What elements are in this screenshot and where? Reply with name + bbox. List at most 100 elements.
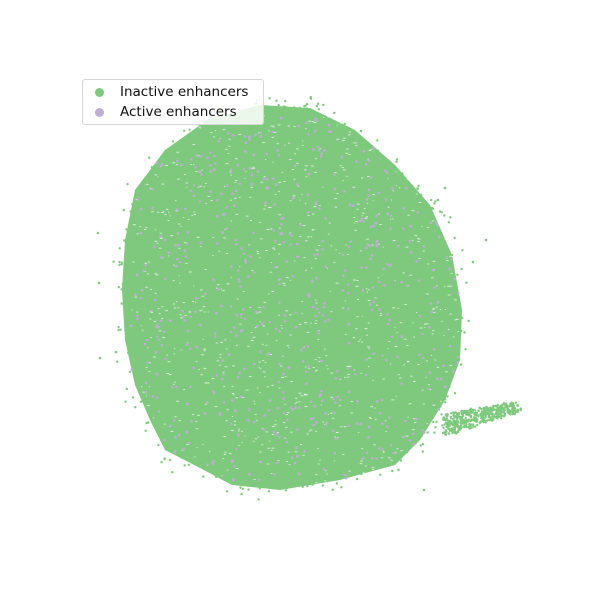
data-point [294, 388, 296, 390]
texture-speckle [346, 176, 348, 177]
data-point [222, 356, 224, 358]
data-point [393, 169, 395, 171]
data-point [288, 258, 290, 260]
texture-speckle [359, 339, 361, 340]
data-point [452, 414, 454, 416]
data-point [158, 422, 160, 424]
texture-speckle [270, 354, 272, 355]
data-point [378, 372, 380, 374]
data-point [172, 148, 174, 150]
data-point [189, 413, 191, 415]
data-point [380, 271, 382, 273]
texture-speckle [330, 397, 333, 398]
texture-speckle [189, 272, 192, 273]
data-point [378, 466, 380, 468]
data-point [351, 388, 353, 390]
data-point [408, 351, 410, 353]
data-point [257, 170, 260, 173]
data-point [405, 428, 407, 430]
data-point [205, 390, 207, 392]
data-point [300, 374, 302, 376]
texture-speckle [365, 328, 368, 329]
data-point [236, 390, 238, 392]
data-point [269, 344, 271, 346]
data-point [360, 329, 362, 331]
data-point [273, 348, 275, 350]
data-point [285, 302, 287, 304]
data-point [356, 465, 358, 467]
texture-speckle [197, 415, 200, 416]
texture-speckle [226, 163, 229, 164]
data-point [414, 197, 416, 199]
data-point [230, 265, 233, 268]
texture-speckle [155, 175, 158, 176]
data-point [281, 338, 283, 340]
data-point [385, 359, 388, 362]
data-point [291, 308, 293, 310]
data-point [362, 364, 364, 366]
data-point [172, 424, 174, 426]
data-point [380, 171, 382, 173]
data-point [324, 217, 327, 220]
data-point [135, 262, 137, 264]
data-point [237, 221, 239, 223]
texture-speckle [162, 184, 164, 185]
texture-speckle [161, 212, 164, 213]
data-point [210, 312, 212, 314]
texture-speckle [368, 300, 371, 301]
data-point [133, 302, 135, 304]
data-point [441, 291, 443, 293]
data-point [249, 399, 251, 401]
data-point [131, 203, 133, 205]
data-point [395, 425, 397, 427]
data-point [245, 333, 247, 335]
data-point [99, 357, 102, 360]
data-point [196, 386, 198, 388]
data-point [360, 130, 362, 132]
data-point [186, 188, 188, 190]
data-point [287, 444, 289, 446]
data-point [269, 397, 271, 399]
data-point [372, 155, 374, 157]
data-point [265, 423, 267, 425]
data-point [392, 331, 394, 333]
data-point [243, 367, 246, 370]
data-point [468, 418, 470, 420]
data-point [376, 264, 378, 266]
data-point [404, 323, 406, 325]
data-point [330, 146, 332, 148]
texture-speckle [265, 432, 268, 433]
data-point [280, 371, 282, 373]
data-point [251, 482, 253, 484]
data-point [350, 240, 353, 243]
data-point [333, 419, 335, 421]
data-point [362, 370, 364, 372]
data-point [179, 412, 181, 414]
data-point [145, 422, 147, 424]
texture-speckle [366, 217, 368, 218]
texture-speckle [290, 335, 292, 336]
data-point [372, 147, 375, 150]
data-point [295, 201, 297, 203]
texture-speckle [194, 457, 195, 458]
texture-speckle [307, 236, 310, 237]
texture-speckle [272, 137, 274, 138]
data-point [320, 179, 322, 181]
data-point [233, 204, 236, 207]
texture-speckle [194, 212, 196, 213]
texture-speckle [324, 349, 326, 350]
data-point [193, 217, 195, 219]
data-point [350, 398, 352, 400]
texture-speckle [282, 172, 284, 173]
data-point [218, 304, 220, 306]
data-point [344, 227, 346, 229]
texture-speckle [380, 224, 382, 225]
data-point [208, 303, 210, 305]
texture-speckle [305, 128, 306, 129]
data-point [453, 370, 456, 373]
data-point [152, 395, 155, 398]
legend-item-active-enhancers: Active enhancers [95, 102, 237, 122]
data-point [303, 236, 305, 238]
data-point [183, 391, 185, 393]
texture-speckle [407, 417, 409, 418]
